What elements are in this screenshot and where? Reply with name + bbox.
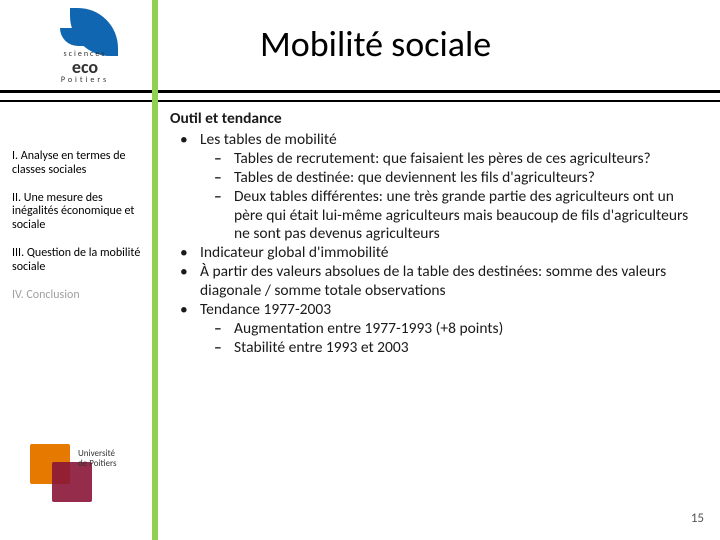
bullet-marker: •: [180, 263, 200, 282]
bullet-text: Tendance 1977-2003: [200, 301, 705, 320]
sidebar-item-1: I. Analyse en termes de classes sociales: [12, 150, 150, 178]
bullet-marker: –: [214, 339, 234, 358]
bullet-text: À partir des valeurs absolues de la tabl…: [200, 263, 705, 301]
page-number: 15: [691, 511, 704, 526]
bullet-level2: –Deux tables différentes: une très grand…: [170, 188, 710, 245]
bullet-marker: –: [214, 188, 234, 207]
bullet-marker: –: [214, 320, 234, 339]
bullet-level2: –Augmentation entre 1977-1993 (+8 points…: [170, 320, 710, 339]
bullet-level2: –Tables de destinée: que deviennent les …: [170, 169, 710, 188]
bullet-text: Indicateur global d'immobilité: [200, 244, 705, 263]
accent-line: [152, 0, 158, 540]
bullet-level1: •Les tables de mobilité: [170, 131, 710, 150]
bullet-level2: –Tables de recrutement: que faisaient le…: [170, 150, 710, 169]
bullet-level1: •Tendance 1977-2003: [170, 301, 710, 320]
sidebar: I. Analyse en termes de classes sociales…: [12, 150, 150, 316]
bullet-text: Les tables de mobilité: [200, 131, 705, 150]
bullet-level1: •Indicateur global d'immobilité: [170, 244, 710, 263]
bullet-marker: –: [214, 169, 234, 188]
sidebar-item-4: IV. Conclusion: [12, 289, 150, 303]
bullet-text: Tables de destinée: que deviennent les f…: [234, 169, 700, 188]
content-heading: Outil et tendance: [170, 110, 710, 129]
bullet-marker: –: [214, 150, 234, 169]
sidebar-item-2: II. Une mesure des inégalités économique…: [12, 192, 150, 233]
header-rule-thick: [0, 90, 720, 93]
sidebar-item-3: III. Question de la mobilité sociale: [12, 247, 150, 275]
bullet-text: Augmentation entre 1977-1993 (+8 points): [234, 320, 700, 339]
page-title: Mobilité sociale: [260, 22, 491, 66]
logo-bottom-line2: de Poitiers: [78, 458, 117, 469]
logo-universite-poitiers: Université de Poitiers: [30, 444, 130, 506]
bullet-marker: •: [180, 244, 200, 263]
logo-top-line3: Poitiers: [45, 76, 125, 84]
logo-eco-poitiers: sciences eco Poitiers: [40, 8, 128, 90]
bullet-level2: –Stabilité entre 1993 et 2003: [170, 339, 710, 358]
bullet-text: Stabilité entre 1993 et 2003: [234, 339, 700, 358]
header-rule-thin: [0, 100, 720, 102]
logo-top-line2: eco: [45, 58, 125, 76]
bullet-text: Tables de recrutement: que faisaient les…: [234, 150, 700, 169]
bullet-marker: •: [180, 131, 200, 150]
bullet-text: Deux tables différentes: une très grande…: [234, 188, 700, 245]
content-area: Outil et tendance •Les tables de mobilit…: [170, 110, 710, 358]
bullet-level1: •À partir des valeurs absolues de la tab…: [170, 263, 710, 301]
bullet-marker: •: [180, 301, 200, 320]
